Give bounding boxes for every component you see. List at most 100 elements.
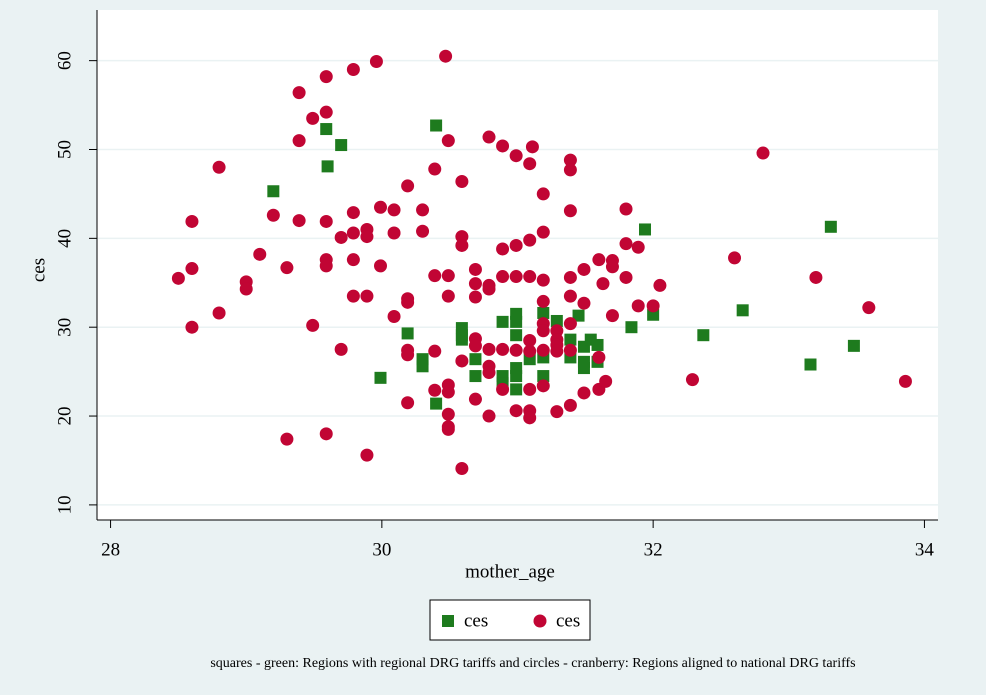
point bbox=[319, 214, 333, 228]
point bbox=[482, 282, 496, 296]
x-tick-label: 28 bbox=[101, 539, 120, 560]
point bbox=[536, 225, 550, 239]
point bbox=[306, 111, 320, 125]
point bbox=[536, 324, 550, 338]
point bbox=[728, 251, 742, 265]
note: squares - green: Regions with regional D… bbox=[210, 656, 855, 671]
point bbox=[185, 320, 199, 334]
point bbox=[319, 427, 333, 441]
point bbox=[862, 301, 876, 315]
point bbox=[319, 105, 333, 119]
y-tick-label: 30 bbox=[54, 318, 75, 337]
point bbox=[346, 206, 360, 220]
point bbox=[646, 299, 660, 313]
point bbox=[253, 247, 267, 261]
point bbox=[592, 350, 606, 364]
legend-box bbox=[429, 599, 591, 641]
point bbox=[320, 123, 333, 136]
point bbox=[496, 382, 510, 396]
point bbox=[537, 370, 550, 383]
point bbox=[898, 374, 912, 388]
point bbox=[550, 405, 564, 419]
point bbox=[185, 262, 199, 276]
point bbox=[455, 230, 469, 244]
point bbox=[605, 260, 619, 274]
point bbox=[639, 223, 652, 236]
point bbox=[563, 317, 577, 331]
point bbox=[599, 374, 613, 388]
point bbox=[631, 240, 645, 254]
point bbox=[346, 253, 360, 267]
point bbox=[428, 269, 442, 283]
x-tick-label: 32 bbox=[644, 539, 663, 560]
point bbox=[496, 139, 510, 153]
point bbox=[387, 226, 401, 240]
point bbox=[591, 338, 604, 351]
point bbox=[441, 422, 455, 436]
point bbox=[631, 299, 645, 313]
point bbox=[360, 448, 374, 462]
point bbox=[536, 187, 550, 201]
point bbox=[468, 290, 482, 304]
point bbox=[509, 270, 523, 284]
y-tick-label: 60 bbox=[54, 51, 75, 70]
point bbox=[596, 277, 610, 291]
point bbox=[401, 179, 415, 193]
point bbox=[455, 238, 469, 252]
plot-area bbox=[97, 10, 938, 520]
point bbox=[563, 163, 577, 177]
point bbox=[496, 270, 510, 284]
point bbox=[401, 348, 415, 362]
point bbox=[536, 379, 550, 393]
point bbox=[653, 278, 667, 292]
point bbox=[306, 318, 320, 332]
point bbox=[428, 344, 442, 358]
legend-label: ces bbox=[464, 610, 488, 631]
point bbox=[536, 294, 550, 308]
point bbox=[824, 220, 837, 233]
point bbox=[401, 396, 415, 410]
point bbox=[736, 304, 749, 317]
point bbox=[509, 149, 523, 163]
point bbox=[439, 49, 453, 63]
point bbox=[428, 162, 442, 176]
point bbox=[619, 237, 633, 251]
y-tick-label: 40 bbox=[54, 229, 75, 248]
point bbox=[468, 392, 482, 406]
point bbox=[550, 314, 563, 327]
point bbox=[563, 398, 577, 412]
point bbox=[619, 270, 633, 284]
point bbox=[563, 270, 577, 284]
point bbox=[577, 262, 591, 276]
point bbox=[619, 202, 633, 216]
point bbox=[550, 344, 564, 358]
point bbox=[605, 309, 619, 323]
legend-label: ces bbox=[556, 610, 580, 631]
legend-marker bbox=[533, 614, 547, 628]
point bbox=[373, 259, 387, 273]
point bbox=[374, 371, 387, 384]
point bbox=[509, 404, 523, 418]
point bbox=[592, 253, 606, 267]
point bbox=[441, 385, 455, 399]
point bbox=[455, 174, 469, 188]
point bbox=[847, 339, 860, 352]
point bbox=[537, 306, 550, 319]
point bbox=[319, 70, 333, 84]
point bbox=[496, 342, 510, 356]
point bbox=[401, 295, 415, 309]
point bbox=[360, 230, 374, 244]
point bbox=[239, 282, 253, 296]
point bbox=[523, 411, 537, 425]
point bbox=[321, 160, 334, 173]
point bbox=[468, 262, 482, 276]
point bbox=[455, 461, 469, 475]
point bbox=[280, 432, 294, 446]
point bbox=[428, 383, 442, 397]
point bbox=[441, 134, 455, 148]
point bbox=[809, 270, 823, 284]
point bbox=[563, 153, 577, 167]
point bbox=[171, 271, 185, 285]
point bbox=[577, 386, 591, 400]
point bbox=[292, 134, 306, 148]
